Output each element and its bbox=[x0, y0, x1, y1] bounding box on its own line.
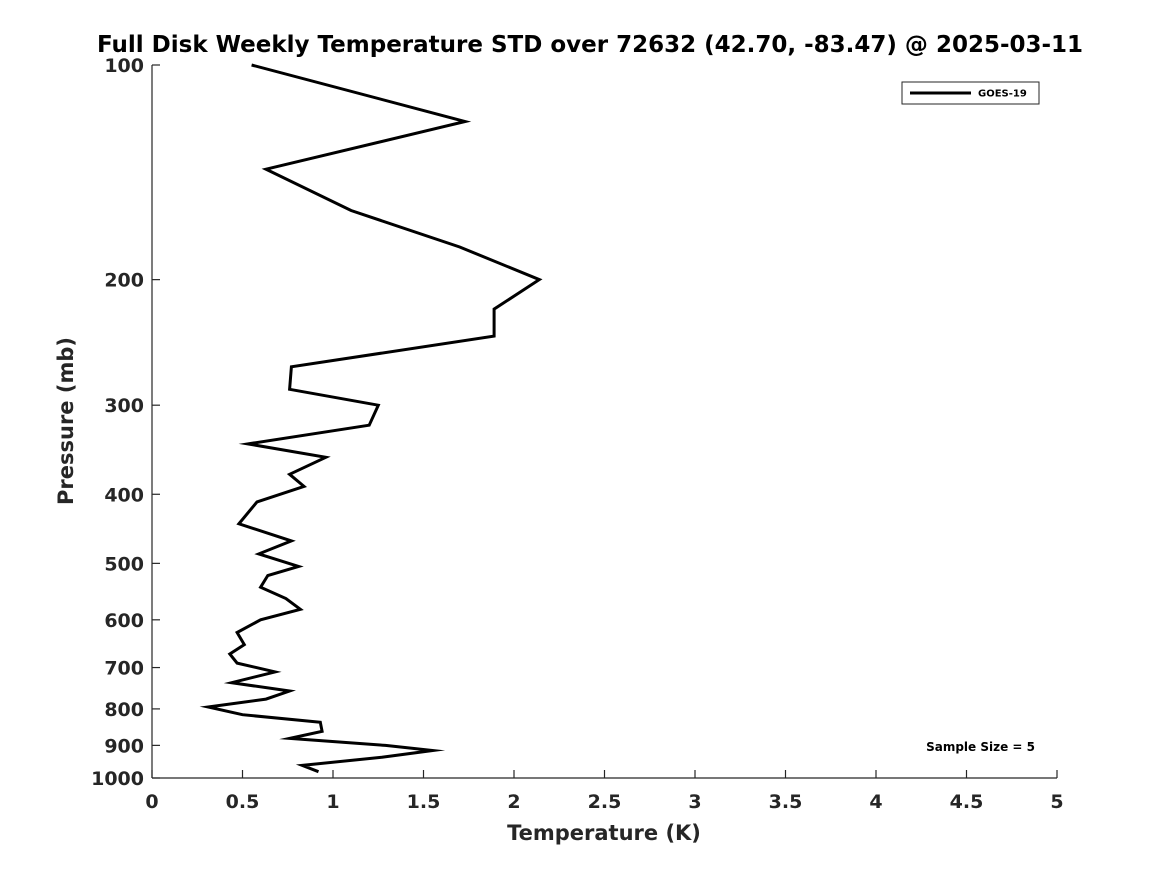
series-layer bbox=[199, 63, 543, 774]
sample-size-annotation: Sample Size = 5 bbox=[926, 740, 1035, 754]
legend-entry-goes-19: GOES-19 bbox=[978, 89, 1027, 100]
x-tick-label: 5 bbox=[1050, 791, 1063, 813]
x-tick-label: 2 bbox=[507, 791, 520, 813]
x-tick-label: 1 bbox=[326, 791, 339, 813]
x-tick-label: 0 bbox=[145, 791, 158, 813]
x-tick-label: 2.5 bbox=[588, 791, 622, 813]
y-tick-label: 900 bbox=[104, 735, 144, 757]
x-tick-label: 3 bbox=[688, 791, 701, 813]
plot-area bbox=[152, 65, 1057, 778]
y-tick-label: 400 bbox=[104, 484, 144, 506]
chart-title: Full Disk Weekly Temperature STD over 72… bbox=[97, 32, 1083, 58]
y-tick-label: 1000 bbox=[91, 768, 144, 790]
y-tick-label: 800 bbox=[104, 699, 144, 721]
y-tick-label: 500 bbox=[104, 553, 144, 575]
x-tick-label: 4.5 bbox=[950, 791, 984, 813]
x-tick-label: 0.5 bbox=[226, 791, 260, 813]
x-axis-label: Temperature (K) bbox=[507, 821, 701, 845]
x-tick-label: 3.5 bbox=[769, 791, 803, 813]
x-tick-label: 4 bbox=[869, 791, 882, 813]
x-tick-label: 1.5 bbox=[407, 791, 441, 813]
y-tick-label: 100 bbox=[104, 55, 144, 77]
y-tick-label: 200 bbox=[104, 270, 144, 292]
x-axis-ticks: 0 0.5 1 1.5 2 2.5 3 3.5 4 4.5 5 bbox=[145, 770, 1064, 813]
y-tick-label: 600 bbox=[104, 610, 144, 632]
y-tick-label: 700 bbox=[104, 658, 144, 680]
y-axis-label: Pressure (mb) bbox=[54, 337, 78, 505]
y-axis-ticks: 100 200 300 400 500 600 700 800 900 1000 bbox=[91, 55, 160, 790]
legend: GOES-19 bbox=[901, 81, 1040, 105]
y-tick-label: 300 bbox=[104, 395, 144, 417]
series-line-goes-19 bbox=[199, 63, 543, 774]
